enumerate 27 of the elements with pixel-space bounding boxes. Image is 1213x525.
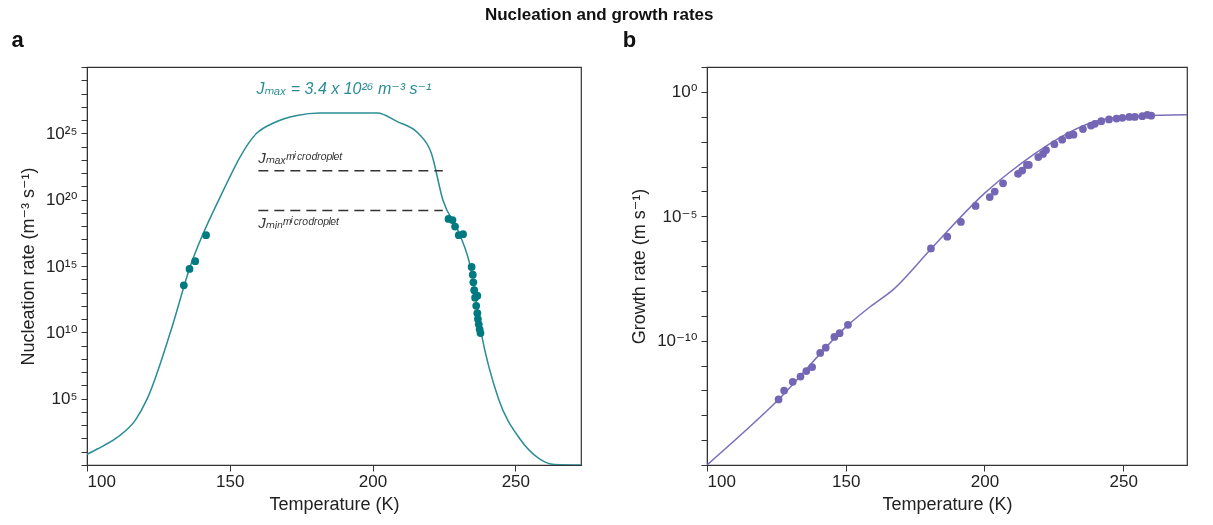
- y-tick-label: 10⁻¹⁰: [657, 331, 698, 351]
- x-tick-label: 100: [707, 471, 736, 491]
- y-tick-label: 10⁰: [671, 82, 698, 102]
- x-tick-label: 200: [358, 471, 388, 491]
- x-tick-label: 150: [216, 471, 245, 491]
- y-tick-label: 10⁵: [51, 389, 78, 409]
- y-tick-label: 10¹⁵: [45, 256, 78, 276]
- x-axis-title: Temperature (K): [269, 493, 400, 514]
- chart-title: b: [622, 27, 637, 52]
- y-axis-title: Nucleation rate (m⁻³ s⁻¹): [17, 167, 38, 366]
- annotation: Jₘₐₓ = 3.4 x 10²⁶ m⁻³ s⁻¹: [255, 80, 432, 97]
- y-tick-label: 10⁻⁵: [662, 206, 698, 226]
- y-tick-label: 10²⁵: [45, 123, 78, 143]
- series-label: Jₘᵢₙᵐⁱᶜʳᵒᵈʳᵒᵖˡᵉᵗ: [257, 213, 340, 231]
- x-tick-label: 200: [970, 471, 1000, 491]
- x-axis-title: Temperature (K): [882, 493, 1013, 514]
- x-tick-label: 250: [1109, 471, 1138, 491]
- x-tick-label: 150: [832, 471, 861, 491]
- text: Nucleation and growth rates: [484, 5, 714, 25]
- y-axis-title: Growth rate (m s⁻¹): [629, 188, 650, 345]
- y-tick-label: 10¹⁰: [46, 322, 78, 342]
- line-series: [87, 112, 581, 465]
- x-tick-label: 250: [501, 471, 531, 491]
- x-tick-label: 100: [87, 471, 116, 491]
- y-tick-label: 10²⁰: [46, 190, 78, 210]
- series-label: Jₘₐₓᵐⁱᶜʳᵒᵈʳᵒᵖˡᵉᵗ: [257, 148, 343, 166]
- chart-title: a: [11, 27, 25, 52]
